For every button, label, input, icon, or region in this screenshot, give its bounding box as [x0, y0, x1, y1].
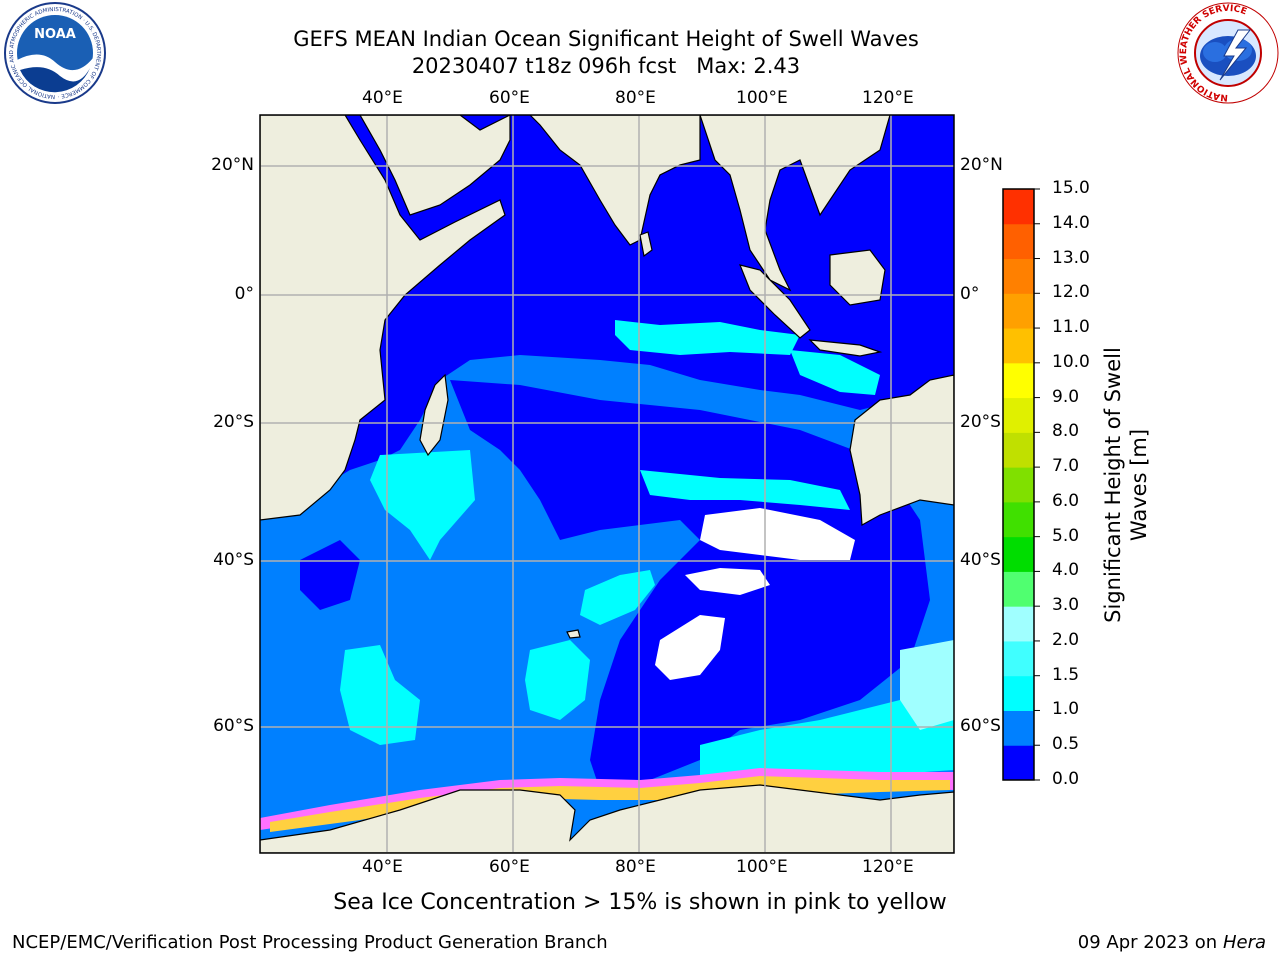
colorbar-segment: [1003, 328, 1034, 364]
borneo-island: [829, 249, 886, 306]
colorbar-tick-label: 4.0: [1052, 560, 1080, 581]
cyan-southwest-blob: [525, 640, 590, 720]
bottom-lon-label: 80°E: [615, 857, 656, 877]
colorbar-segment: [1003, 258, 1034, 294]
left-lat-label: 60°S: [213, 716, 254, 736]
colorbar-tick-label: 0.0: [1052, 769, 1080, 789]
colorbar-tick-label: 1.0: [1052, 699, 1080, 720]
footer-credit: NCEP/EMC/Verification Post Processing Pr…: [12, 932, 608, 953]
colorbar-tick-label: 10.0: [1052, 351, 1090, 372]
colorbar-segment: [1003, 571, 1034, 607]
colorbar-segment: [1003, 189, 1034, 225]
graticule: [260, 115, 954, 853]
cyan-madagascar-south: [370, 450, 475, 560]
colorbar-segment: [1003, 293, 1034, 329]
colorbar-tick-label: 9.0: [1052, 386, 1080, 407]
arabia-landmass: [359, 115, 511, 216]
map-frame: [259, 114, 955, 854]
cyan-central-blob: [580, 570, 655, 625]
left-lat-label: 20°N: [211, 155, 254, 175]
colorbar-tick-label: 13.0: [1052, 247, 1090, 268]
cyan-south-band: [640, 470, 850, 510]
colorbar-tick-label: 5.0: [1052, 525, 1080, 546]
colorbar-tick-label: 14.0: [1052, 212, 1090, 233]
java-island: [808, 339, 883, 357]
antarctica-landmass: [260, 784, 954, 853]
bottom-lon-label: 40°E: [362, 857, 403, 877]
deep-blue-central-band: [450, 380, 930, 790]
colorbar-tick-label: 12.0: [1052, 282, 1090, 303]
colorbar: [1003, 188, 1040, 781]
top-lon-label: 120°E: [862, 88, 914, 108]
chart-title: GEFS MEAN Indian Ocean Significant Heigh…: [293, 27, 919, 51]
india-landmass: [529, 115, 701, 246]
colorbar-segment: [1003, 745, 1034, 781]
land-masses: [260, 115, 954, 853]
footer-date: 09 Apr 2023 on Hera: [1078, 932, 1266, 953]
colorbar-segment: [1003, 397, 1034, 433]
left-lat-label: 40°S: [213, 550, 254, 570]
colorbar-label: Significant Height of Swell Waves [m]: [1101, 347, 1151, 623]
bottom-lon-label: 120°E: [862, 857, 914, 877]
left-lat-label: 0°: [234, 284, 254, 304]
colorbar-segment: [1003, 362, 1034, 399]
colorbar-tick-label: 3.0: [1052, 595, 1080, 616]
sea-ice-caption: Sea Ice Concentration > 15% is shown in …: [333, 890, 947, 915]
australia-landmass: [849, 374, 954, 526]
colorbar-tick-label: 1.5: [1052, 664, 1080, 685]
footer-date-text: 09 Apr 2023 on: [1077, 932, 1223, 953]
colorbar-segment: [1003, 536, 1034, 572]
colorbar-segment: [1003, 432, 1034, 468]
colorbar-tick-label: 6.0: [1052, 490, 1080, 511]
nodata-patch-mid: [685, 568, 770, 595]
kerguelen-island: [566, 629, 581, 639]
bottom-lon-label: 60°E: [489, 857, 530, 877]
top-lon-label: 40°E: [362, 88, 403, 108]
chart-subtitle: 20230407 t18z 096h fcst Max: 2.43: [411, 54, 801, 78]
deep-blue-west-patch: [300, 540, 360, 610]
colorbar-tick-label: 15.0: [1052, 178, 1090, 198]
colorbar-segment: [1003, 501, 1034, 538]
nodata-patch-south: [655, 615, 725, 680]
nws-logo: NATIONAL WEATHER SERVICE: [1177, 2, 1279, 104]
right-lat-label: 0°: [960, 284, 980, 304]
right-lat-label: 20°S: [960, 412, 1001, 432]
right-lat-label: 20°N: [960, 155, 1003, 175]
ocean-map: [260, 115, 954, 853]
light-cyan-southeast: [900, 640, 954, 730]
colorbar-tick-label: 7.0: [1052, 456, 1080, 477]
footer-host: Hera: [1222, 932, 1266, 953]
right-lat-label: 40°S: [960, 550, 1001, 570]
nodata-patch-large: [700, 508, 855, 560]
colorbar-segment: [1003, 675, 1034, 711]
colorbar-tick-label: 2.0: [1052, 629, 1080, 650]
cyan-west-blob: [340, 645, 420, 745]
colorbar-tick-label: 8.0: [1052, 421, 1080, 442]
madagascar-island: [419, 373, 449, 457]
colorbar-tick-label: 0.5: [1052, 734, 1080, 755]
colorbar-segment: [1003, 223, 1034, 260]
colorbar-tick-label: 11.0: [1052, 317, 1090, 338]
colorbar-segment: [1003, 710, 1034, 746]
colorbar-frame: [1002, 188, 1035, 781]
colorbar-segment: [1003, 640, 1034, 677]
colorbar-segment: [1003, 606, 1034, 642]
colorbar-segment: [1003, 467, 1034, 503]
left-lat-label: 20°S: [213, 412, 254, 432]
top-lon-label: 60°E: [489, 88, 530, 108]
cyan-indonesia-streak: [790, 350, 880, 395]
noaa-logo: NOAA NATIONAL OCEANIC AND ATMOSPHERIC AD…: [4, 2, 106, 104]
sri-lanka-island: [639, 231, 653, 258]
right-lat-label: 60°S: [960, 716, 1001, 736]
cyan-equatorial-band: [615, 320, 800, 355]
deep-blue-north-region: [260, 115, 954, 520]
africa-landmass: [260, 115, 506, 521]
top-lon-label: 80°E: [615, 88, 656, 108]
noaa-logo-text: NOAA: [34, 27, 76, 42]
bottom-lon-label: 100°E: [736, 857, 788, 877]
top-lon-label: 100°E: [736, 88, 788, 108]
